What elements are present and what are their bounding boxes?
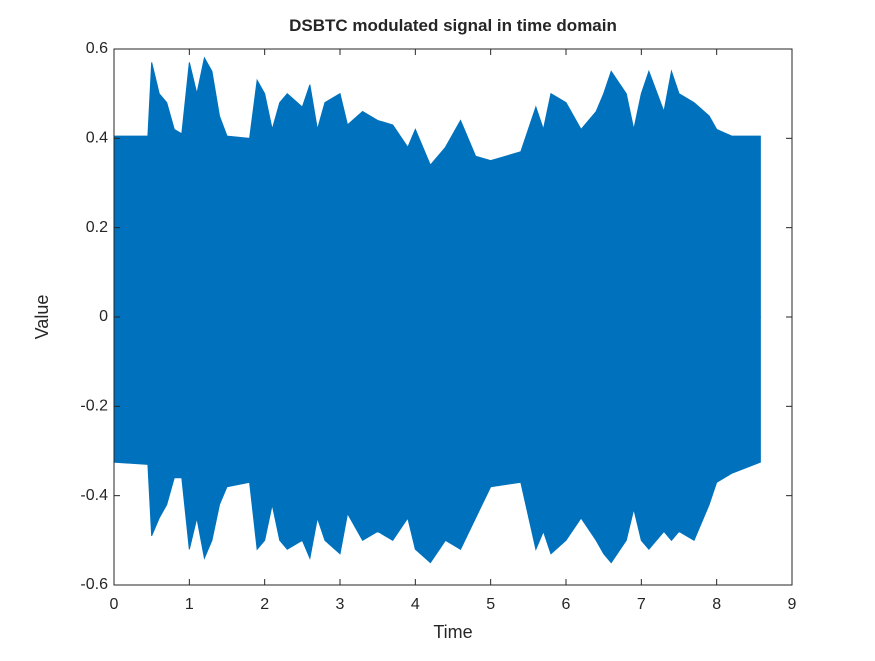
- chart-title: DSBTC modulated signal in time domain: [289, 16, 617, 35]
- x-tick-label: 8: [712, 596, 721, 613]
- y-tick-label: 0.6: [86, 40, 108, 57]
- x-tick-label: 7: [637, 596, 646, 613]
- y-tick-label: 0.2: [86, 219, 108, 236]
- y-tick-label: -0.2: [80, 398, 108, 415]
- y-axis-label: Value: [32, 295, 52, 340]
- x-tick-label: 3: [336, 596, 345, 613]
- y-tick-label: 0: [99, 308, 108, 325]
- x-tick-label: 6: [562, 596, 571, 613]
- x-tick-label: 0: [110, 596, 119, 613]
- x-tick-label: 5: [486, 596, 495, 613]
- y-tick-label: -0.4: [80, 487, 108, 504]
- signal-envelope: [113, 56, 761, 318]
- x-axis-label: Time: [433, 622, 472, 642]
- signal-envelope: [113, 316, 761, 564]
- plot-area: [113, 56, 761, 564]
- y-tick-label: 0.4: [86, 130, 108, 147]
- x-tick-label: 9: [788, 596, 797, 613]
- x-tick-label: 2: [260, 596, 269, 613]
- x-tick-label: 4: [411, 596, 420, 613]
- x-tick-label: 1: [185, 596, 194, 613]
- y-tick-label: -0.6: [80, 576, 108, 593]
